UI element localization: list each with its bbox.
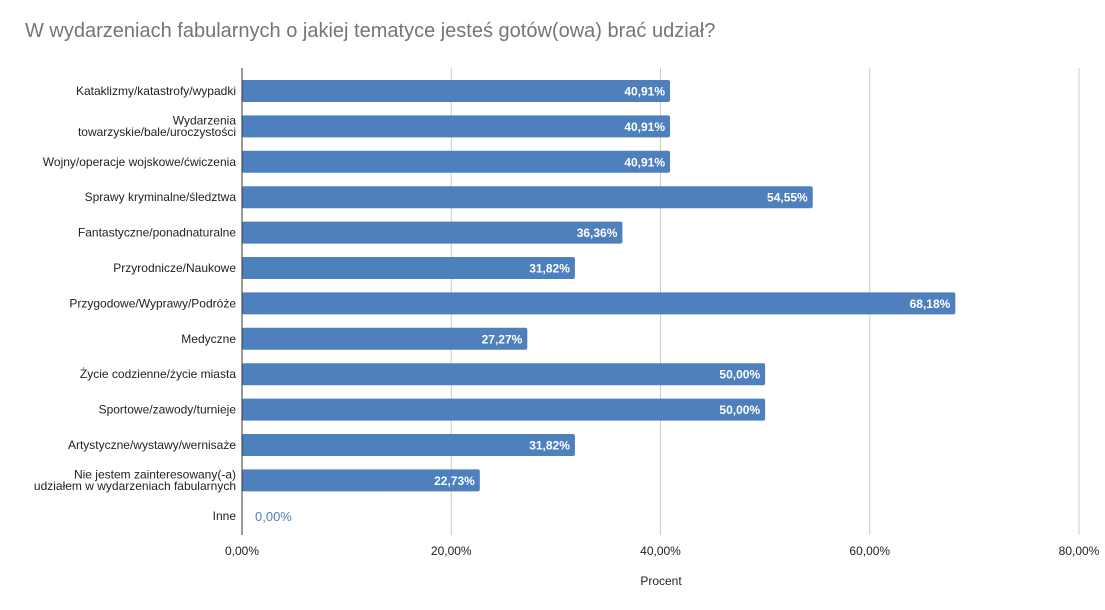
data-label: 27,27% [482, 332, 523, 346]
bar [242, 327, 528, 350]
bar [242, 434, 575, 456]
bar [242, 257, 575, 279]
x-tick-label: 20,00% [431, 544, 472, 558]
data-label: 36,36% [577, 226, 618, 240]
tick-labels: 0,00% 20,00% 40,00% 60,00% 80,00% [225, 544, 1100, 558]
category-label: Artystyczne/wystawy/wernisaże [68, 438, 236, 452]
bar [242, 150, 671, 173]
data-label: 54,55% [767, 191, 808, 205]
bar [242, 292, 956, 315]
category-labels: Kataklizmy/katastrofy/wypadki Wydarzeniat… [34, 84, 236, 523]
data-label: 50,00% [719, 403, 760, 417]
x-tick-label: 0,00% [225, 544, 259, 558]
category-label: Przyrodnicze/Naukowe [113, 261, 236, 275]
x-axis-title: Procent [640, 574, 682, 588]
category-label: Fantastyczne/ponadnaturalne [78, 226, 236, 240]
bars: 40,91% 40,91% 40,91% 54,55% 36,36% 31,82% 68,1… [242, 80, 956, 524]
category-label: udziałem w wydarzeniach fabularnych [34, 479, 236, 493]
category-label: Kataklizmy/katastrofy/wypadki [76, 84, 236, 98]
data-label: 40,91% [624, 85, 665, 99]
data-label: 40,91% [624, 120, 665, 134]
bar [242, 186, 813, 209]
bar [242, 221, 623, 244]
data-label: 40,91% [624, 155, 665, 169]
bar [242, 363, 766, 386]
chart-title: W wydarzeniach fabularnych o jakiej tema… [25, 20, 716, 42]
category-label: Medyczne [181, 332, 236, 346]
category-label: Sportowe/zawody/turnieje [99, 403, 237, 417]
bar [242, 469, 480, 492]
x-tick-label: 40,00% [640, 544, 681, 558]
category-label: towarzyskie/bale/uroczystości [78, 125, 236, 139]
data-label: 22,73% [434, 474, 475, 488]
category-label: Inne [213, 509, 237, 523]
data-label: 31,82% [529, 439, 570, 453]
category-label: Wydarzenia [173, 114, 237, 128]
data-label: 0,00% [255, 509, 292, 524]
bar [242, 398, 766, 421]
category-label: Przygodowe/Wyprawy/Podróże [69, 296, 236, 310]
bar [242, 80, 671, 102]
data-label: 50,00% [719, 368, 760, 382]
x-tick-label: 60,00% [849, 544, 890, 558]
category-label: Wojny/operacje wojskowe/ćwiczenia [43, 155, 237, 169]
x-tick-label: 80,00% [1059, 544, 1100, 558]
bar [242, 115, 671, 138]
data-label: 68,18% [910, 297, 951, 311]
category-label: Nie jestem zainteresowany(-a) [74, 468, 236, 482]
data-label: 31,82% [529, 262, 570, 276]
category-label: Sprawy kryminalne/śledztwa [85, 190, 237, 204]
category-label: Życie codzienne/życie miasta [80, 367, 236, 381]
